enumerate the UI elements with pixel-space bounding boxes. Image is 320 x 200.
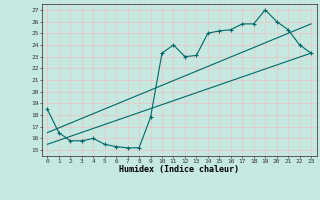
- X-axis label: Humidex (Indice chaleur): Humidex (Indice chaleur): [119, 165, 239, 174]
